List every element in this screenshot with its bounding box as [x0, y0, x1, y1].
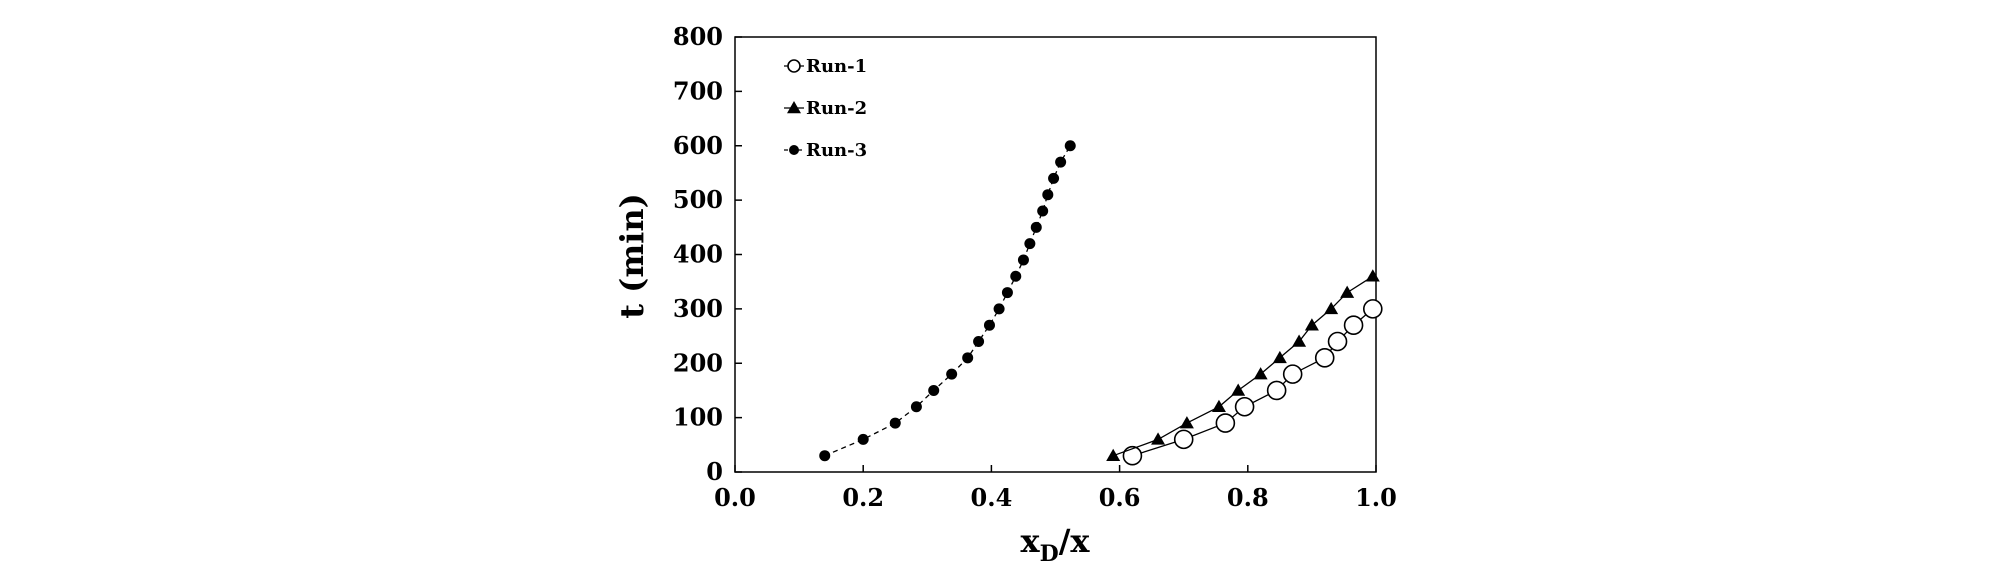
data-point — [973, 336, 985, 347]
data-point — [1048, 172, 1060, 184]
data-point — [1151, 432, 1166, 445]
x-axis-title-rest: /x — [1059, 522, 1091, 560]
legend-label: Run-2 — [806, 98, 867, 119]
data-point — [1266, 380, 1287, 401]
legend-item-2: Run-2 — [784, 98, 867, 119]
legend: Run-1 Run-2 Run-3 — [784, 56, 867, 161]
y-tick-label: 300 — [673, 294, 723, 323]
data-point — [1001, 287, 1013, 299]
data-point — [962, 352, 974, 364]
data-point — [1106, 448, 1121, 461]
data-point — [1010, 270, 1022, 282]
data-point — [1017, 254, 1029, 266]
y-tick-label: 800 — [673, 22, 723, 51]
y-axis-title: t (min) — [613, 193, 651, 318]
legend-marker — [787, 59, 801, 73]
series-line — [1112, 275, 1374, 457]
data-point — [1173, 429, 1194, 450]
y-tick-label: 400 — [673, 240, 723, 269]
data-point — [1231, 383, 1246, 396]
legend-item-3: Run-3 — [784, 140, 867, 161]
data-point — [1211, 399, 1226, 412]
data-point — [1253, 367, 1268, 380]
legend-item-1: Run-1 — [784, 56, 867, 77]
legend-label: Run-1 — [806, 56, 867, 77]
data-point — [1362, 299, 1383, 319]
x-tick-label: 0.4 — [971, 483, 1013, 512]
legend-label: Run-3 — [806, 140, 867, 161]
data-point — [1365, 269, 1380, 282]
x-tick-label: 0.2 — [842, 483, 884, 512]
data-point — [889, 417, 901, 429]
data-point — [910, 401, 922, 413]
series-3 — [819, 140, 1076, 462]
y-tick-label: 100 — [673, 403, 723, 432]
y-tick-label: 700 — [673, 76, 723, 105]
legend-marker — [787, 101, 801, 114]
data-point — [1343, 315, 1364, 335]
x-tick-label: 0.8 — [1227, 483, 1269, 512]
data-point — [1282, 364, 1303, 384]
data-point — [1215, 413, 1236, 433]
y-tick-label: 500 — [673, 185, 723, 214]
data-point — [1024, 238, 1036, 250]
data-point — [1055, 156, 1067, 168]
data-point — [1037, 205, 1049, 217]
data-point — [1327, 331, 1348, 352]
data-point — [1314, 348, 1335, 368]
x-tick-label: 0.0 — [714, 483, 756, 512]
x-axis-title-main: x — [1021, 522, 1041, 560]
axes-layer: 0 100 200 300 400 500 600 700 800 0.0 0.2 0.4 0.6 0.8… — [673, 22, 1397, 512]
data-point — [1292, 334, 1307, 347]
series-line — [1132, 308, 1374, 457]
x-axis-title-sub: D — [1040, 541, 1059, 567]
x-tick-label: 0.6 — [1099, 483, 1141, 512]
data-point — [1122, 445, 1143, 466]
data-point — [1179, 416, 1194, 429]
data-point — [819, 450, 831, 462]
data-point — [1042, 189, 1054, 201]
data-point — [1272, 350, 1287, 364]
data-point — [1304, 318, 1319, 331]
series-line — [824, 145, 1071, 457]
legend-marker — [789, 145, 799, 155]
data-point — [946, 368, 958, 380]
series-layer — [819, 140, 1383, 466]
series-1 — [1122, 299, 1383, 466]
x-tick-label: 1.0 — [1355, 483, 1397, 512]
x-axis-title: xD/x — [1021, 522, 1091, 567]
y-tick-label: 200 — [673, 348, 723, 377]
data-point — [857, 433, 869, 445]
y-tick-label: 600 — [673, 131, 723, 160]
data-point — [1030, 221, 1042, 233]
series-2 — [1106, 269, 1380, 461]
data-point — [1234, 396, 1255, 417]
data-point — [1064, 140, 1076, 152]
data-point — [983, 319, 995, 331]
data-point — [1324, 301, 1339, 315]
data-point — [928, 384, 940, 396]
data-point — [993, 303, 1005, 315]
y-tick-label: 0 — [706, 457, 723, 486]
data-point — [1340, 285, 1355, 298]
